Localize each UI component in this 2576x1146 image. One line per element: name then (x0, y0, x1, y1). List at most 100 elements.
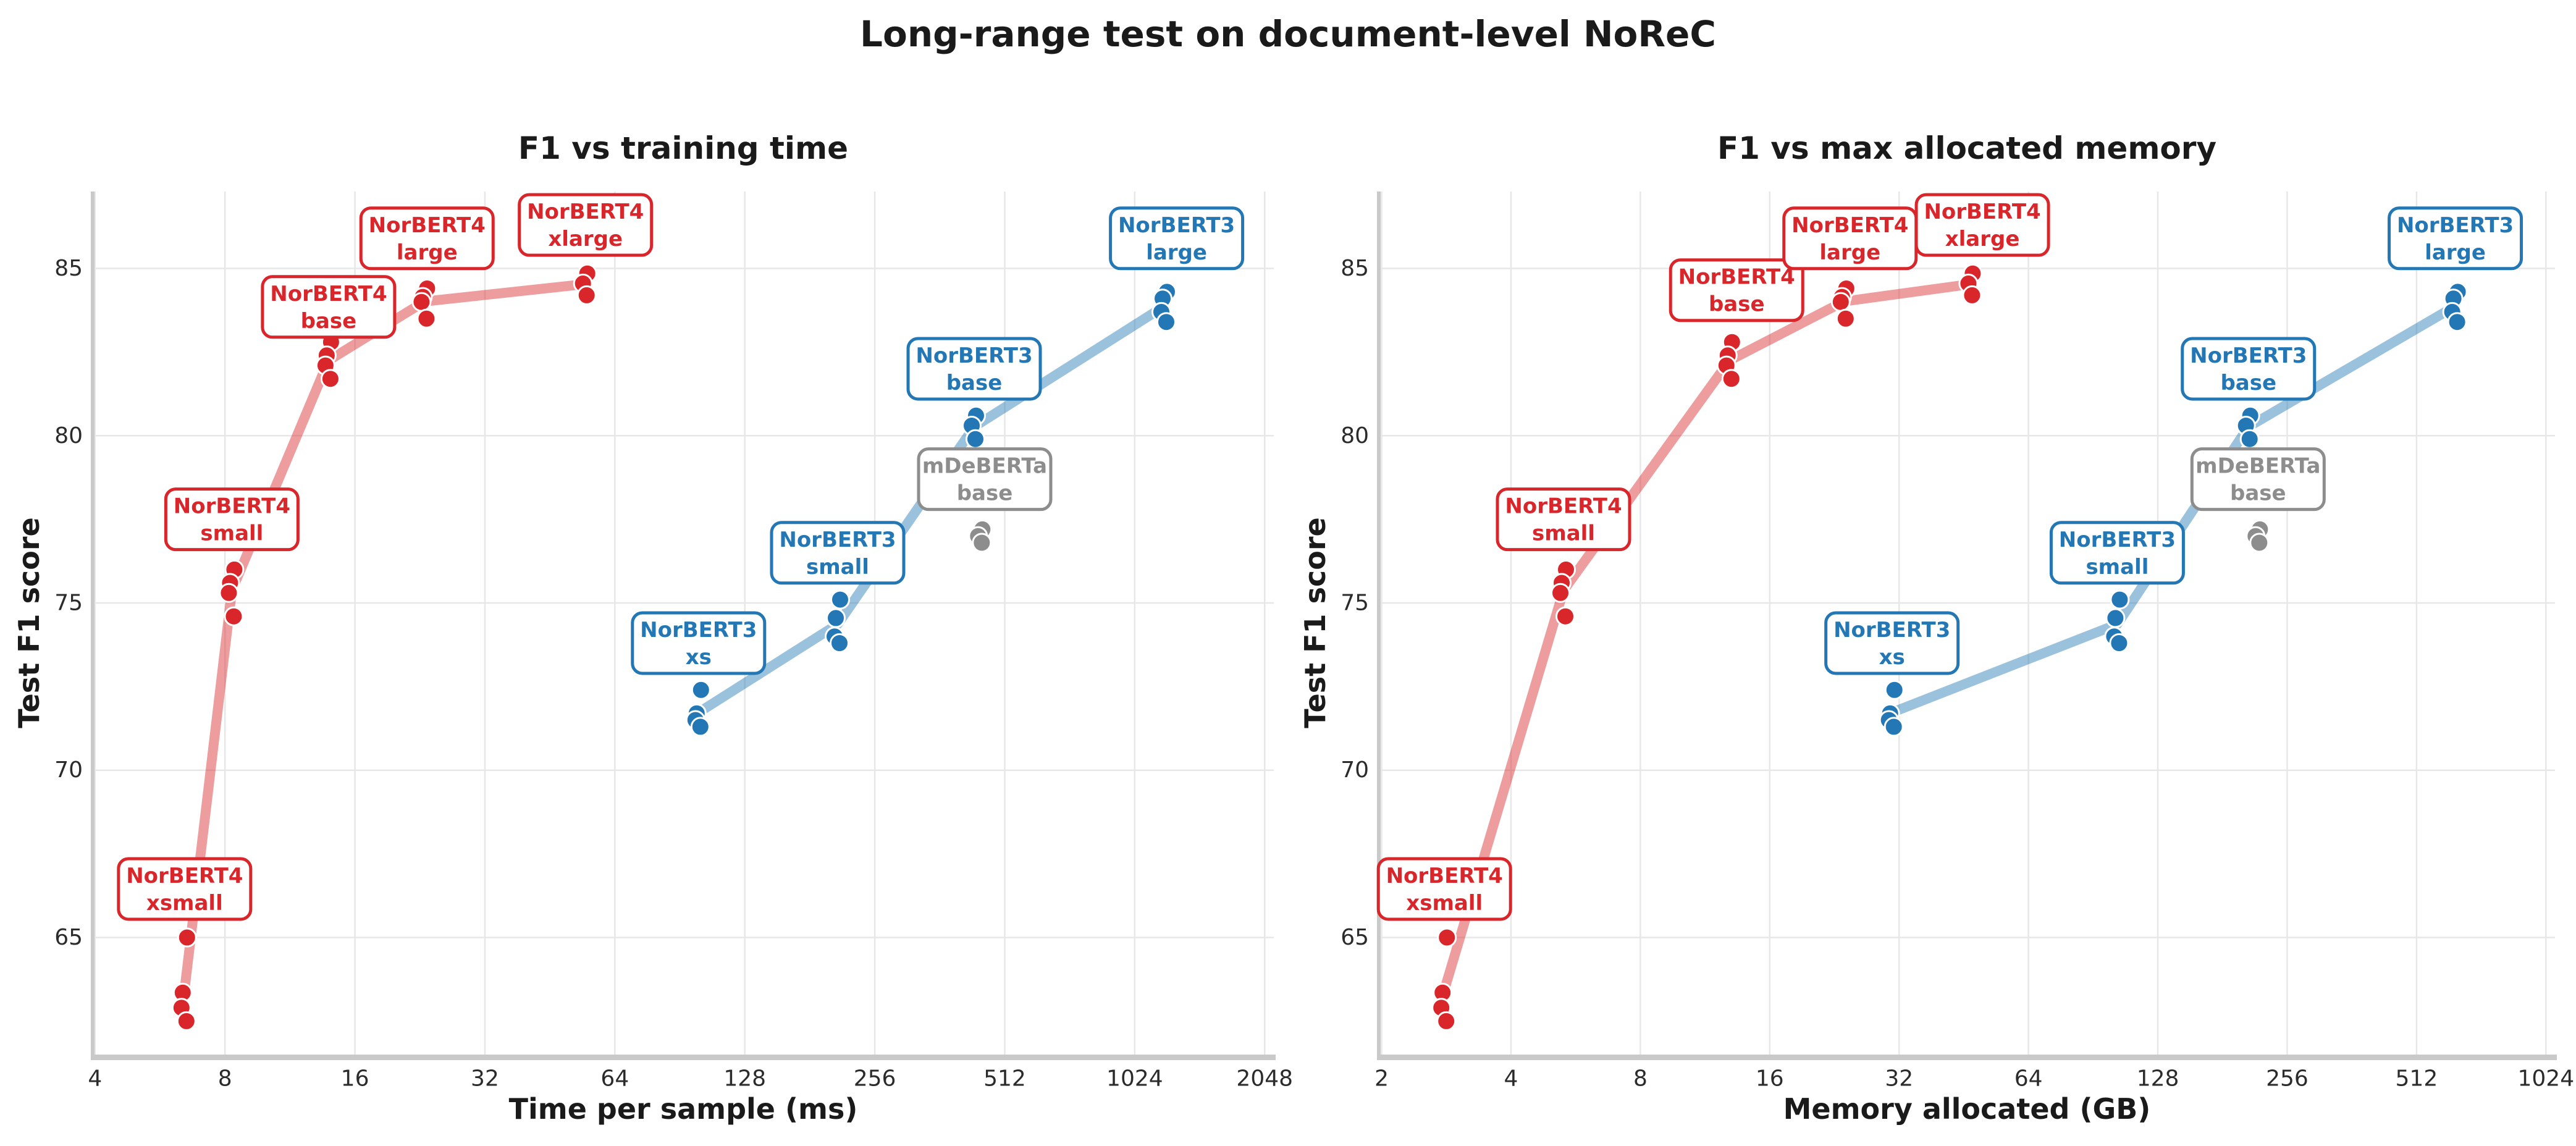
x-tick-label: 8 (218, 1066, 232, 1092)
x-tick-label: 8 (1633, 1066, 1648, 1092)
data-point-norbert3-xs (1884, 717, 1904, 737)
model-label-line2: small (2086, 555, 2149, 579)
data-point-norbert3-large (2447, 312, 2467, 332)
data-point-mdeberta-base (972, 533, 992, 553)
model-label-norbert3-base: NorBERT3 base (2181, 337, 2317, 401)
model-label-line1: NorBERT3 (915, 343, 1032, 368)
model-label-line2: base (957, 481, 1013, 506)
subplot-time: 4 8 16 32 64 128 256 512 1024 2048 65 70 75 80 85 NorBE… (54, 192, 1293, 1092)
x-tick-label: 16 (341, 1066, 369, 1092)
model-label-line1: NorBERT4 (174, 494, 290, 519)
model-label-line2: base (301, 309, 357, 334)
model-label-line1: mDeBERTa (2195, 454, 2320, 479)
model-label-line1: NorBERT4 (527, 200, 644, 224)
data-point-norbert3-small (830, 589, 850, 610)
model-label-line1: NorBERT3 (2190, 343, 2307, 368)
model-label-line2: large (397, 240, 458, 265)
model-label-line2: large (1146, 240, 1207, 265)
model-label-line1: NorBERT3 (779, 528, 896, 552)
model-label-line2: xsmall (146, 891, 223, 916)
data-point-norbert4-large (1835, 308, 1856, 329)
model-label-line1: NorBERT4 (126, 864, 243, 888)
data-point-norbert4-small (224, 606, 244, 626)
data-point-norbert4-large (1830, 292, 1851, 312)
data-point-norbert3-xs (691, 680, 711, 700)
data-point-norbert4-large (416, 308, 437, 329)
model-label-box (2190, 447, 2326, 512)
subplot-title-memory: F1 vs max allocated memory (1717, 130, 2217, 166)
x-tick-label: 256 (2266, 1066, 2309, 1092)
data-point-norbert4-xsmall (1436, 1011, 1457, 1031)
x-tick-label: 256 (854, 1066, 896, 1092)
model-label-box (631, 611, 767, 675)
figure-title: Long-range test on document-level NoReC (860, 13, 1716, 55)
model-label-box (1914, 193, 2050, 257)
model-label-norbert3-base: NorBERT3 base (906, 337, 1042, 401)
x-tick-label: 512 (983, 1066, 1026, 1092)
x-tick-label: 2048 (1236, 1066, 1293, 1092)
model-label-line1: NorBERT4 (1791, 213, 1908, 238)
y-tick-label: 80 (54, 423, 83, 449)
model-label-box (770, 521, 906, 585)
data-point-norbert4-base (320, 369, 340, 389)
x-tick-label: 32 (471, 1066, 499, 1092)
y-tick-label: 70 (54, 757, 83, 783)
data-point-norbert4-large (411, 292, 432, 312)
model-label-box (117, 857, 253, 921)
model-label-box (917, 447, 1053, 512)
model-label-line2: small (806, 555, 869, 579)
series-line-norbert3 (693, 301, 1169, 718)
model-label-norbert3-small: NorBERT3 small (2049, 521, 2185, 585)
model-label-line2: small (1532, 521, 1595, 546)
model-label-box (1496, 487, 1631, 552)
data-point-norbert3-small (2110, 589, 2130, 610)
data-point-norbert3-base (966, 429, 985, 449)
model-label-line1: NorBERT4 (1678, 265, 1795, 290)
data-point-mdeberta-base (2249, 533, 2270, 553)
x-tick-label: 32 (1885, 1066, 1913, 1092)
model-label-box (1376, 857, 1512, 921)
model-label-line2: base (1709, 292, 1765, 317)
y-axis-spine (1377, 192, 1381, 1060)
model-label-line1: NorBERT4 (369, 213, 486, 238)
model-label-line2: xs (1879, 645, 1905, 670)
model-label-line1: NorBERT3 (1118, 213, 1235, 238)
model-label-line2: large (2425, 240, 2486, 265)
data-point-norbert3-xs (1884, 680, 1905, 700)
data-point-norbert4-small (1551, 583, 1570, 603)
y-tick-label: 85 (54, 256, 83, 281)
model-label-line1: NorBERT4 (1924, 200, 2040, 224)
x-tick-label: 64 (600, 1066, 629, 1092)
data-point-norbert4-xsmall (1437, 927, 1457, 948)
x-tick-label: 128 (723, 1066, 766, 1092)
model-label-line1: NorBERT3 (2397, 213, 2514, 238)
data-point-norbert4-xsmall (177, 927, 197, 948)
model-label-line1: NorBERT4 (1386, 864, 1503, 888)
model-label-box (906, 337, 1042, 401)
data-point-norbert3-xs (690, 717, 710, 737)
x-tick-label: 2 (1374, 1066, 1389, 1092)
model-label-line1: NorBERT4 (1505, 494, 1622, 519)
model-label-box (164, 487, 300, 552)
y-tick-label: 65 (54, 925, 83, 950)
data-point-norbert4-xsmall (176, 1011, 196, 1031)
model-label-box (261, 275, 397, 339)
model-label-line1: NorBERT3 (640, 618, 757, 643)
model-label-box (518, 193, 654, 257)
subplot-title-training-time: F1 vs training time (518, 130, 849, 166)
data-point-norbert3-small (2105, 608, 2126, 628)
data-point-norbert4-xlarge (1962, 285, 1982, 305)
data-point-norbert3-small (830, 633, 849, 653)
data-point-norbert4-base (1721, 369, 1741, 389)
model-label-line2: xs (686, 645, 712, 670)
data-point-norbert3-base (2239, 429, 2260, 449)
y-tick-label: 75 (1341, 591, 1369, 616)
model-label-norbert3-small: NorBERT3 small (770, 521, 906, 585)
y-tick-label: 80 (1341, 423, 1369, 449)
model-label-line2: xlarge (548, 227, 623, 251)
